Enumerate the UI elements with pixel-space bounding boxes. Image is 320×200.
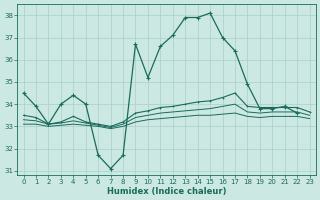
X-axis label: Humidex (Indice chaleur): Humidex (Indice chaleur) [107,187,226,196]
